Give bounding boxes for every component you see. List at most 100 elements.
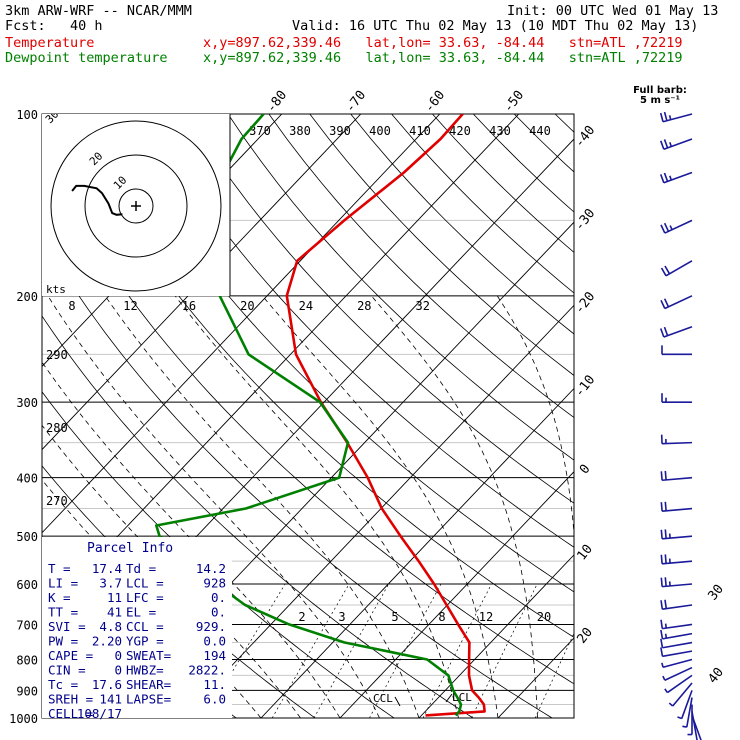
moist-adiabat xyxy=(615,296,633,718)
wind-barb-flag xyxy=(663,172,669,182)
wind-barb-staff xyxy=(663,171,693,184)
wind-barb xyxy=(687,704,693,736)
parcel-info-label: LCL = xyxy=(126,576,164,591)
parcel-info-value: 928 xyxy=(203,576,226,591)
wind-barb-staff xyxy=(662,604,693,610)
wind-barb xyxy=(660,470,693,482)
theta-label: 380 xyxy=(289,124,311,138)
isotherm-label: -50 xyxy=(501,88,527,116)
wind-barb xyxy=(660,501,693,512)
isotherm-line xyxy=(735,114,740,718)
parcel-info-value: 6.0 xyxy=(203,692,226,707)
mixing-ratio-line xyxy=(534,632,574,718)
dry-adiabat xyxy=(309,114,574,376)
wind-barb xyxy=(660,434,693,445)
forecast-hour: Fcst: 40 h xyxy=(5,18,103,34)
isotherm-label: 40 xyxy=(706,665,727,687)
parcel-info-value: 0 xyxy=(114,648,122,663)
wind-barb-staff xyxy=(663,325,693,338)
isotherm-label: 30 xyxy=(706,582,727,604)
pressure-label: 600 xyxy=(16,578,38,592)
temperature-location: x,y=897.62,339.46 lat,lon= 33.63, -84.44… xyxy=(203,35,683,51)
parcel-info-label: HWBZ= xyxy=(126,663,164,678)
parcel-info-value: 194 xyxy=(203,648,226,663)
wind-barb-half xyxy=(661,662,664,668)
wind-barb-flag xyxy=(664,529,667,539)
isotherm-label: -30 xyxy=(572,206,598,234)
parcel-info-value: 0.0 xyxy=(203,634,226,649)
wind-barb-flag xyxy=(663,298,670,308)
wind-barb xyxy=(660,295,693,310)
theta-label: 440 xyxy=(529,124,551,138)
parcel-info-label: LFC = xyxy=(126,590,164,605)
dry-adiabat xyxy=(227,114,574,461)
wind-barb xyxy=(660,219,693,234)
hodograph-ring xyxy=(84,154,188,258)
hodograph-speed-label: 24 xyxy=(299,299,313,313)
model-title: 3km ARW-WRF -- NCAR/MMM xyxy=(5,3,192,19)
hodograph-units-label: kts xyxy=(46,283,66,296)
wind-barb-staff xyxy=(663,138,693,151)
wind-barb-flag xyxy=(659,112,664,122)
wind-barb-staff xyxy=(662,476,693,482)
temperature-profile xyxy=(285,114,486,717)
wind-barb-half xyxy=(669,225,673,230)
hodograph-speed-label: 32 xyxy=(416,299,430,313)
wind-barb xyxy=(662,666,693,681)
parcel-info-value: 141 xyxy=(99,692,122,707)
hodograph-speed-label: 12 xyxy=(123,299,137,313)
mixing-ratio-line xyxy=(271,583,350,718)
parcel-info-label: PW = xyxy=(48,634,78,649)
parcel-info-value: 0 xyxy=(114,663,122,678)
pressure-label: 900 xyxy=(16,684,38,698)
parcel-info-label: CIN = xyxy=(48,663,86,678)
parcel-info-value: 2822. xyxy=(188,663,226,678)
mixing-ratio-line xyxy=(471,583,538,718)
isotherm-line xyxy=(42,114,520,617)
wind-barb-flag xyxy=(660,529,663,539)
wind-barb xyxy=(661,345,692,356)
pressure-label: 400 xyxy=(16,472,38,486)
parcel-info-value: 929. xyxy=(196,619,226,634)
parcel-info-label: Td = xyxy=(126,561,156,576)
wind-barb-staff xyxy=(666,674,693,694)
wind-barb xyxy=(660,554,693,565)
pressure-label: 1000 xyxy=(9,712,38,726)
parcel-info-value: 0. xyxy=(211,590,226,605)
wind-barb-flag xyxy=(660,577,663,587)
wind-barb-staff xyxy=(664,666,693,681)
isotherm-label: 10 xyxy=(575,542,596,564)
moist-adiabat xyxy=(42,424,301,718)
isotherm-line xyxy=(42,114,362,451)
theta-side-label: 270 xyxy=(46,494,68,508)
dry-adiabat xyxy=(678,114,740,718)
wind-barb xyxy=(660,599,693,610)
pressure-label: 500 xyxy=(16,530,38,544)
wind-barb xyxy=(659,325,693,338)
parcel-info-label: YGP = xyxy=(126,634,164,649)
wind-barb xyxy=(660,260,693,277)
theta-label: 400 xyxy=(369,124,391,138)
valid-time: Valid: 16 UTC Thu 02 May 13 (10 MDT Thu … xyxy=(292,18,699,34)
parcel-info-value: 2.20 xyxy=(92,634,122,649)
wind-barb-flag xyxy=(664,265,671,275)
parcel-info-value: 11 xyxy=(107,590,122,605)
barb-legend-line2: 5 m s⁻¹ xyxy=(640,95,680,106)
parcel-info-value: 3.7 xyxy=(99,576,122,591)
moist-adiabat xyxy=(656,296,707,718)
init-time: Init: 00 UTC Wed 01 May 13 xyxy=(507,3,719,19)
wind-barb xyxy=(660,647,693,658)
wind-barb-flag xyxy=(663,326,669,336)
isotherm-line xyxy=(418,554,574,718)
hodograph-ring xyxy=(50,120,222,292)
wind-barb-staff xyxy=(664,295,693,310)
pressure-label: 700 xyxy=(16,618,38,632)
isotherm-line xyxy=(497,637,574,718)
isotherm-label: -80 xyxy=(264,88,290,116)
theta-label: 420 xyxy=(449,124,471,138)
dry-adiabat xyxy=(719,114,740,718)
dewpoint-legend-label: Dewpoint temperature xyxy=(5,50,168,66)
parcel-info-label: Tc = xyxy=(48,677,78,692)
theta-label: 390 xyxy=(329,124,351,138)
hodograph-speed-label: 16 xyxy=(182,299,196,313)
